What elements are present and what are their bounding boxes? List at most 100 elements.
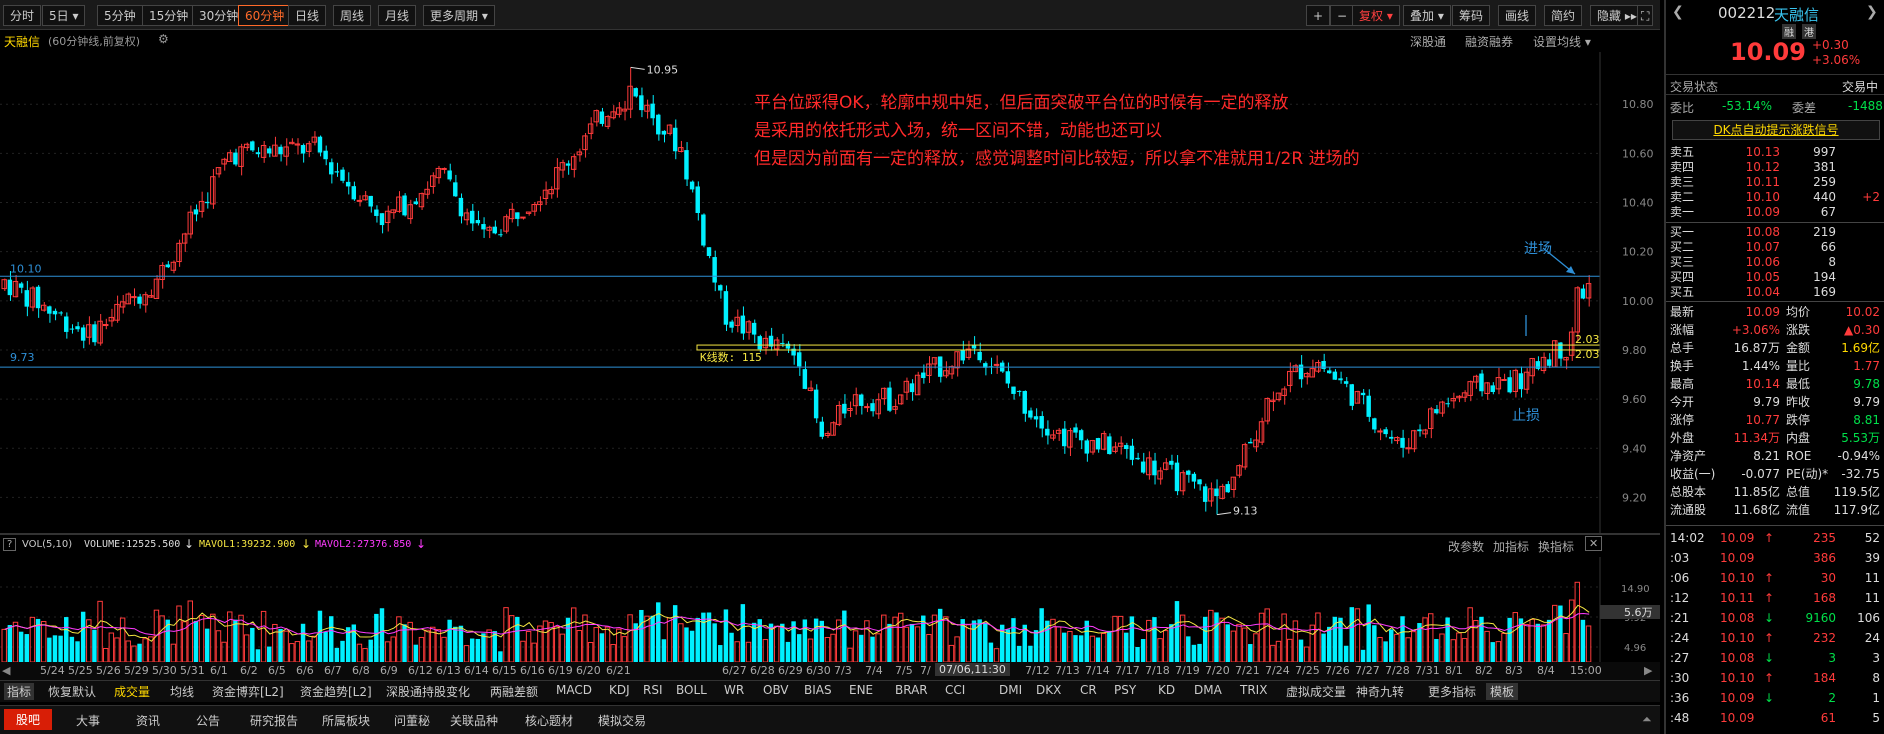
indicator-tab[interactable]: DMA — [1194, 683, 1222, 697]
indicator-tab[interactable]: OBV — [763, 683, 789, 697]
volume-bar — [1016, 645, 1022, 662]
indicator-tab[interactable]: BRAR — [895, 683, 928, 697]
fuquan-button[interactable]: 复权 ▾ — [1352, 5, 1400, 26]
volume-bar — [965, 624, 972, 662]
bottom-tab[interactable]: 问董秘 — [394, 714, 431, 728]
fullscreen-icon[interactable]: ⛶ — [1637, 5, 1654, 26]
indicator-tab[interactable]: 模板 — [1486, 683, 1519, 700]
indicator-tab[interactable]: 均线 — [170, 685, 195, 699]
indicator-tab[interactable]: 两融差额 — [490, 685, 539, 699]
indicator-tab[interactable]: BOLL — [676, 683, 707, 697]
indicator-tab[interactable]: 虚拟成交量 — [1286, 685, 1347, 699]
volume-bar — [1236, 623, 1242, 662]
indicator-tab[interactable]: CR — [1080, 683, 1097, 697]
bottom-tab[interactable]: 核心题材 — [525, 714, 574, 728]
candle-body — [1389, 436, 1394, 439]
close-pane-icon[interactable]: ✕ — [1585, 536, 1603, 551]
candle-body — [830, 422, 836, 436]
stat-value: 11.68亿 — [1733, 503, 1780, 517]
bottom-tab[interactable]: 关联品种 — [450, 714, 499, 728]
settings-gear-icon[interactable]: ⚙ — [158, 32, 169, 46]
period-5min[interactable]: 5分钟 — [97, 5, 143, 26]
margin-link[interactable]: 融资融券 — [1465, 35, 1514, 49]
ma-settings-link[interactable]: 设置均线 ▾ — [1533, 35, 1591, 49]
indicator-tab[interactable]: 指标 — [4, 683, 35, 700]
help-icon[interactable]: ? — [3, 538, 17, 551]
indicator-tab[interactable]: 神奇九转 — [1356, 685, 1405, 699]
indicator-tab[interactable]: WR — [724, 683, 745, 697]
bottom-tab[interactable]: 研究报告 — [250, 714, 299, 728]
candle-body — [983, 363, 988, 368]
indicator-tab[interactable]: 成交量 — [114, 685, 151, 699]
bottom-tab[interactable]: 资讯 — [136, 714, 161, 728]
period-5day[interactable]: 5日 ▾ — [42, 5, 86, 26]
indicator-tab[interactable]: MACD — [556, 683, 592, 697]
indicator-tab[interactable]: DMI — [999, 683, 1023, 697]
period-30min[interactable]: 30分钟 — [192, 5, 246, 26]
period-daily[interactable]: 日线 — [288, 5, 327, 26]
volume-bar — [1523, 624, 1530, 662]
chips-button[interactable]: 筹码 — [1452, 5, 1491, 26]
date-label: 7/ — [920, 664, 931, 677]
candle-body — [1456, 395, 1462, 399]
volume-bar — [1100, 633, 1107, 662]
period-weekly[interactable]: 周线 — [333, 5, 372, 26]
add-indicator-button[interactable]: 加指标 — [1493, 540, 1530, 554]
volume-bar — [368, 639, 373, 662]
indicator-tab[interactable]: 深股通持股变化 — [386, 685, 471, 699]
indicator-tab[interactable]: KD — [1158, 683, 1176, 697]
scroll-left-icon[interactable]: ◀ — [2, 664, 11, 677]
candle-body — [914, 374, 921, 396]
stat-value: 119.5亿 — [1833, 485, 1880, 499]
candle-body — [424, 188, 430, 195]
period-fenshi[interactable]: 分时 — [3, 5, 42, 26]
bottom-tab[interactable]: 模拟交易 — [598, 714, 647, 728]
indicator-tab[interactable]: 资金博弈[L2] — [212, 685, 284, 699]
overlay-button[interactable]: 叠加 ▾ — [1403, 5, 1451, 26]
indicator-tab[interactable]: KDJ — [609, 683, 630, 697]
period-15min[interactable]: 15分钟 — [142, 5, 196, 26]
indicator-tab[interactable]: BIAS — [804, 683, 832, 697]
stock-name[interactable]: 天融信 — [4, 35, 41, 49]
indicator-tab[interactable]: ENE — [849, 683, 874, 697]
indicator-tab[interactable]: 更多指标 — [1428, 685, 1477, 699]
scroll-right-icon[interactable]: ▶ — [1644, 664, 1653, 677]
tick-count: 11 — [1864, 571, 1880, 585]
indicator-tab[interactable]: 资金趋势[L2] — [300, 685, 372, 699]
edit-params-button[interactable]: 改参数 — [1448, 540, 1485, 554]
volume-bar — [1360, 649, 1366, 662]
prev-stock-icon[interactable]: ❮ — [1672, 4, 1684, 20]
volume-bar — [142, 638, 148, 662]
candle-body — [644, 104, 650, 112]
sgt-link[interactable]: 深股通 — [1410, 35, 1447, 49]
candle-body — [221, 158, 227, 165]
expand-up-icon[interactable]: ⏶ — [1642, 712, 1652, 726]
simple-button[interactable]: 简约 — [1544, 5, 1583, 26]
bottom-tab[interactable]: 股吧 — [4, 709, 53, 730]
period-monthly[interactable]: 月线 — [378, 5, 417, 26]
pane-separator[interactable] — [0, 533, 1660, 535]
indicator-tab[interactable]: TRIX — [1240, 683, 1268, 697]
period-more[interactable]: 更多周期 ▾ — [423, 5, 495, 26]
draw-button[interactable]: 画线 — [1498, 5, 1537, 26]
indicator-tab[interactable]: CCI — [945, 683, 966, 697]
zoom-out-icon[interactable]: − — [1330, 5, 1355, 26]
bottom-tab[interactable]: 大事 — [76, 714, 101, 728]
indicator-tab[interactable]: DKX — [1036, 683, 1062, 697]
zoom-in-icon[interactable]: + — [1306, 5, 1331, 26]
candle-body — [250, 141, 255, 151]
indicator-tab[interactable]: 恢复默认 — [48, 685, 97, 699]
volume-chart[interactable]: 14.90 9.92 5.6万 4.96 — [0, 557, 1660, 662]
signal-link[interactable]: DK点自动提示涨跌信号 — [1672, 120, 1880, 140]
next-stock-icon[interactable]: ❯ — [1866, 4, 1878, 20]
switch-indicator-button[interactable]: 换指标 — [1538, 540, 1575, 554]
indicator-tab[interactable]: RSI — [643, 683, 663, 697]
price-chart[interactable]: 10.80 10.60 10.40 10.20 10.00 9.80 9.60 9.40 9.2… — [0, 52, 1660, 533]
bottom-tab[interactable]: 公告 — [196, 714, 221, 728]
candle-body — [1028, 410, 1033, 418]
bottom-tab[interactable]: 所属板块 — [322, 714, 371, 728]
indicator-tab[interactable]: PSY — [1114, 683, 1137, 697]
date-axis[interactable]: ◀ ▶ 5/24 5/25 5/26 5/29 5/30 5/31 6/1 6/2 6/5 6/6… — [0, 662, 1660, 680]
period-60min[interactable]: 60分钟 — [238, 5, 292, 26]
hide-button[interactable]: 隐藏 ▸▸ — [1590, 5, 1644, 26]
